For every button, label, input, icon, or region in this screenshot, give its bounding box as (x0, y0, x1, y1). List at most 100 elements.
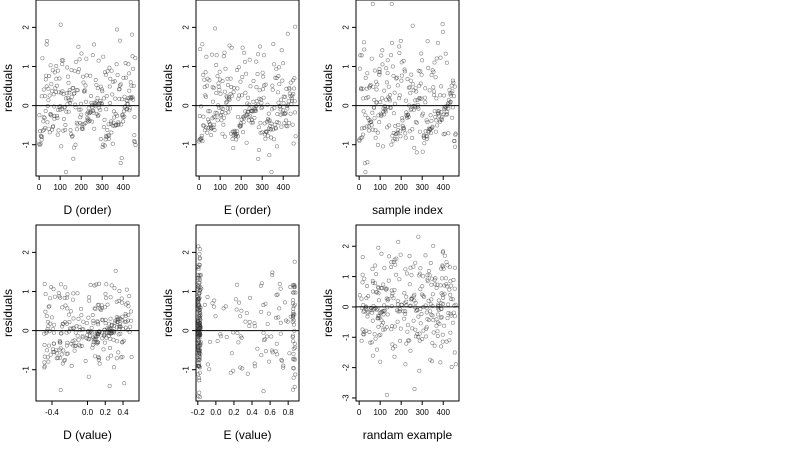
data-point (370, 278, 375, 283)
data-point (258, 283, 263, 288)
data-point (113, 268, 118, 273)
data-point (363, 170, 368, 175)
data-point (59, 282, 64, 287)
data-point (133, 143, 138, 148)
data-point (282, 111, 287, 116)
y-tick-label: -1 (182, 141, 191, 149)
data-point (118, 331, 123, 336)
data-point (222, 115, 227, 120)
data-point (241, 116, 246, 121)
data-point (425, 120, 430, 125)
data-point (214, 62, 219, 67)
data-point (389, 304, 394, 309)
data-point (75, 291, 80, 296)
data-point (288, 80, 293, 85)
data-point (235, 86, 240, 91)
data-point (67, 329, 72, 334)
data-point (371, 303, 376, 308)
data-point (48, 284, 53, 289)
data-point (418, 266, 423, 271)
data-point (220, 107, 225, 112)
data-point (68, 98, 73, 103)
data-point (43, 292, 48, 297)
data-point (43, 309, 48, 314)
data-point (51, 341, 56, 346)
data-point (452, 144, 457, 149)
data-point (285, 124, 290, 129)
data-point (293, 24, 298, 29)
y-tick-label: 0 (342, 103, 351, 108)
data-point (86, 374, 91, 379)
data-point (360, 280, 365, 285)
data-point (73, 343, 78, 348)
data-point (123, 325, 128, 330)
data-point (119, 156, 124, 161)
data-point (276, 74, 281, 79)
data-point (115, 339, 120, 344)
y-tick-label: 2 (342, 243, 351, 248)
data-point (120, 339, 125, 344)
data-point (231, 90, 236, 95)
data-point (445, 316, 450, 321)
data-point (267, 118, 272, 123)
data-point (107, 65, 112, 70)
data-point (383, 106, 388, 111)
data-point (78, 344, 83, 349)
data-point (259, 353, 264, 358)
data-point (93, 78, 98, 83)
data-point (417, 338, 422, 343)
data-point (397, 44, 402, 49)
data-point (389, 142, 394, 147)
data-point (435, 333, 440, 338)
data-point (76, 44, 81, 49)
data-point (292, 384, 297, 389)
data-point (236, 96, 241, 101)
data-point (42, 342, 47, 347)
data-point (440, 29, 445, 34)
data-point (418, 287, 423, 292)
data-point (102, 327, 107, 332)
data-point (207, 109, 212, 114)
data-point (267, 153, 272, 158)
data-point (291, 314, 296, 319)
data-point (402, 69, 407, 74)
data-point (433, 114, 438, 119)
data-point (50, 89, 55, 94)
data-point (211, 99, 216, 104)
data-point (118, 322, 123, 327)
data-point (247, 319, 252, 324)
data-point (448, 93, 453, 98)
data-point (407, 129, 412, 134)
data-point (452, 265, 457, 270)
data-point (264, 334, 269, 339)
data-point (120, 314, 125, 319)
data-point (109, 68, 114, 73)
data-point (447, 338, 452, 343)
data-point (413, 119, 418, 124)
data-point (47, 304, 52, 309)
data-point (59, 144, 64, 149)
data-point (104, 94, 109, 99)
data-point (69, 363, 74, 368)
data-point (86, 110, 91, 115)
data-point (259, 309, 264, 314)
data-point (215, 338, 220, 343)
data-point (403, 131, 408, 136)
data-point (71, 291, 76, 296)
data-point (439, 266, 444, 271)
plot-frame (355, 0, 460, 177)
plot-frame (35, 0, 140, 177)
x-tick-label: 0 (357, 183, 362, 192)
y-tick-label: 2 (22, 25, 31, 30)
x-tick-label: -0.2 (191, 408, 205, 417)
data-point (386, 278, 391, 283)
data-point (417, 129, 422, 134)
data-point (288, 314, 293, 319)
data-point (77, 324, 82, 329)
data-point (252, 324, 257, 329)
data-point (84, 73, 89, 78)
data-point (96, 357, 101, 362)
data-point (90, 53, 95, 58)
data-point (252, 115, 257, 120)
data-point (443, 104, 448, 109)
